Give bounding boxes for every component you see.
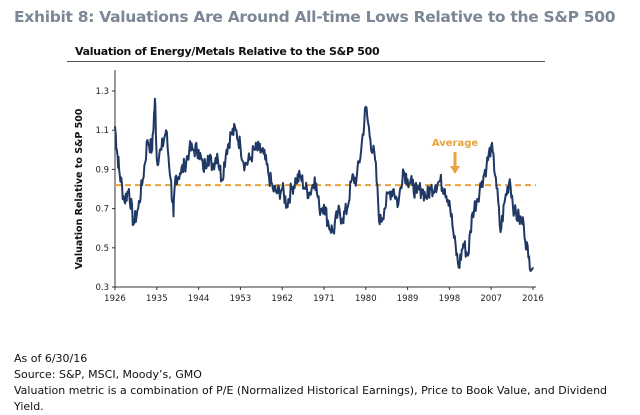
y-tick-label: 0.3 (95, 283, 109, 293)
x-tick-label: 2007 (480, 294, 502, 304)
exhibit-title: Exhibit 8: Valuations Are Around All-tim… (14, 8, 616, 26)
line-chart: 0.3 0.5 0.7 0.9 1.1 1.3 1926 1935 1944 1953 1962 19… (74, 70, 544, 304)
average-arrow (450, 152, 460, 174)
y-tick-label: 0.5 (95, 244, 109, 254)
y-tick-label: 0.9 (95, 165, 109, 175)
title-rule (67, 61, 545, 62)
x-tick-label: 1935 (146, 294, 168, 304)
note-date: As of 6/30/16 (14, 352, 88, 365)
y-axis-label: Valuation Relative to S&P 500 (74, 108, 85, 269)
y-tick-label: 0.7 (95, 205, 109, 215)
note-methodology: Valuation metric is a combination of P/E… (14, 384, 608, 413)
notes: As of 6/30/16 Source: S&P, MSCI, Moody’s… (14, 351, 640, 415)
x-tick-label: 1980 (355, 294, 377, 304)
x-tick-label: 1998 (439, 294, 461, 304)
x-tick-label: 2016 (522, 294, 544, 304)
x-tick-label: 1971 (313, 294, 335, 304)
x-tick-label: 1989 (397, 294, 419, 304)
average-label: Average (432, 138, 479, 149)
x-tick-label: 1926 (104, 294, 126, 304)
y-tick-label: 1.1 (95, 126, 109, 136)
x-tick-label: 1953 (230, 294, 252, 304)
note-source: Source: S&P, MSCI, Moody’s, GMO (14, 368, 202, 381)
chart-title: Valuation of Energy/Metals Relative to t… (75, 45, 380, 58)
x-tick-label: 1944 (188, 294, 210, 304)
series-line (114, 97, 534, 272)
y-tick-label: 1.3 (95, 87, 109, 97)
x-tick-label: 1962 (271, 294, 293, 304)
